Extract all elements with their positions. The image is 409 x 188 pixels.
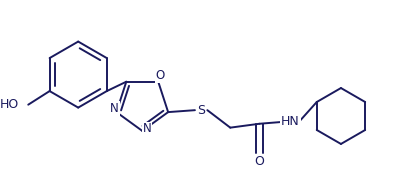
Text: N: N xyxy=(143,122,151,135)
Text: O: O xyxy=(155,69,165,82)
Text: S: S xyxy=(197,104,205,117)
Text: HN: HN xyxy=(281,115,300,128)
Text: N: N xyxy=(110,102,119,115)
Text: O: O xyxy=(254,155,264,168)
Text: HO: HO xyxy=(0,98,18,111)
